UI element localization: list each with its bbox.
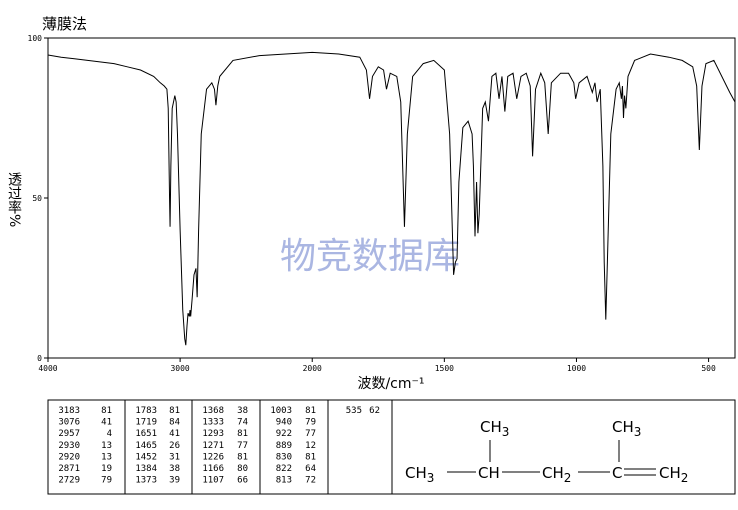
peak-intensity: 19 xyxy=(101,464,112,474)
atom-group: CH3 xyxy=(480,418,509,439)
peak-wavenumber: 889 xyxy=(276,441,292,451)
peak-wavenumber: 2920 xyxy=(58,452,80,462)
x-tick-label: 3000 xyxy=(170,364,189,373)
peak-intensity: 81 xyxy=(305,406,316,416)
peak-intensity: 26 xyxy=(169,441,180,451)
atom-subscript: 2 xyxy=(681,471,689,485)
peak-intensity: 41 xyxy=(169,429,180,439)
atom-symbol: CH xyxy=(542,464,564,482)
peak-wavenumber: 813 xyxy=(276,476,292,486)
x-tick-label: 1000 xyxy=(567,364,586,373)
atom-subscript: 3 xyxy=(502,425,510,439)
peak-wavenumber: 3183 xyxy=(58,406,80,416)
peak-wavenumber: 1293 xyxy=(202,429,224,439)
atom-symbol: CH xyxy=(612,418,634,436)
peak-intensity: 72 xyxy=(305,476,316,486)
atom-group: CH xyxy=(478,464,500,482)
peak-intensity: 64 xyxy=(305,464,316,474)
peak-intensity: 4 xyxy=(107,429,112,439)
peak-wavenumber: 1107 xyxy=(202,476,224,486)
peak-wavenumber: 1384 xyxy=(135,464,157,474)
peak-intensity: 81 xyxy=(237,429,248,439)
peak-wavenumber: 1719 xyxy=(135,418,157,428)
peak-intensity: 81 xyxy=(305,452,316,462)
atom-group: C xyxy=(612,464,622,482)
peak-wavenumber: 1003 xyxy=(270,406,292,416)
spectrum-line xyxy=(47,51,736,346)
peak-wavenumber: 830 xyxy=(276,452,292,462)
x-tick-label: 500 xyxy=(701,364,716,373)
peak-intensity: 77 xyxy=(305,429,316,439)
y-axis-label: 透过率% xyxy=(6,172,22,227)
peak-wavenumber: 1373 xyxy=(135,476,157,486)
peak-wavenumber: 1465 xyxy=(135,441,157,451)
peak-wavenumber: 1271 xyxy=(202,441,224,451)
atom-subscript: 3 xyxy=(427,471,435,485)
peak-wavenumber: 1226 xyxy=(202,452,224,462)
peak-wavenumber: 2930 xyxy=(58,441,80,451)
peak-intensity: 66 xyxy=(237,476,248,486)
peak-intensity: 62 xyxy=(369,406,380,416)
atom-subscript: 3 xyxy=(634,425,642,439)
peak-intensity: 81 xyxy=(237,452,248,462)
peak-wavenumber: 940 xyxy=(276,418,292,428)
atom-group: CH2 xyxy=(542,464,571,485)
atom-subscript: 2 xyxy=(564,471,572,485)
bonds xyxy=(447,440,656,476)
peak-intensity: 41 xyxy=(101,418,112,428)
peak-intensity: 81 xyxy=(169,406,180,416)
y-tick-label: 0 xyxy=(37,354,42,363)
peak-intensity: 38 xyxy=(169,464,180,474)
peak-wavenumber: 535 xyxy=(346,406,362,416)
x-tick-label: 1500 xyxy=(435,364,454,373)
peak-wavenumber: 1783 xyxy=(135,406,157,416)
peak-wavenumber: 1452 xyxy=(135,452,157,462)
x-tick-label: 4000 xyxy=(38,364,57,373)
peak-wavenumber: 2729 xyxy=(58,476,80,486)
peak-intensity: 38 xyxy=(237,406,248,416)
peak-wavenumber: 2957 xyxy=(58,429,80,439)
atom-group: CH3 xyxy=(612,418,641,439)
atom-group: CH3 xyxy=(405,464,434,485)
y-tick-label: 50 xyxy=(32,194,42,203)
chart-title: 薄膜法 xyxy=(42,15,87,33)
peak-wavenumber: 1333 xyxy=(202,418,224,428)
peak-wavenumber: 3076 xyxy=(58,418,80,428)
peak-intensity: 12 xyxy=(305,441,316,451)
y-tick-label: 100 xyxy=(28,34,43,43)
table-dividers xyxy=(124,400,393,494)
peak-intensity: 39 xyxy=(169,476,180,486)
peak-wavenumber: 2871 xyxy=(58,464,80,474)
peak-intensity: 13 xyxy=(101,452,112,462)
peak-intensity: 81 xyxy=(101,406,112,416)
atom-symbol: C xyxy=(612,464,622,482)
peak-wavenumber: 1166 xyxy=(202,464,224,474)
peak-wavenumber: 922 xyxy=(276,429,292,439)
plot-frame xyxy=(47,37,736,359)
atom-symbol: CH xyxy=(480,418,502,436)
x-tick-label: 2000 xyxy=(303,364,322,373)
peak-intensity: 31 xyxy=(169,452,180,462)
x-axis-label: 波数/cm⁻¹ xyxy=(357,376,424,392)
atom-symbol: CH xyxy=(405,464,427,482)
peak-intensity: 80 xyxy=(237,464,248,474)
peak-intensity: 13 xyxy=(101,441,112,451)
peak-wavenumber: 822 xyxy=(276,464,292,474)
watermark: 物竞数据库 xyxy=(280,236,460,277)
peak-intensity: 84 xyxy=(169,418,180,428)
peak-intensity: 79 xyxy=(305,418,316,428)
peak-intensity: 77 xyxy=(237,441,248,451)
atom-symbol: CH xyxy=(659,464,681,482)
peak-intensity: 74 xyxy=(237,418,248,428)
peak-intensity: 79 xyxy=(101,476,112,486)
peak-wavenumber: 1651 xyxy=(135,429,157,439)
atom-symbol: CH xyxy=(478,464,500,482)
peak-wavenumber: 1368 xyxy=(202,406,224,416)
atom-group: CH2 xyxy=(659,464,688,485)
